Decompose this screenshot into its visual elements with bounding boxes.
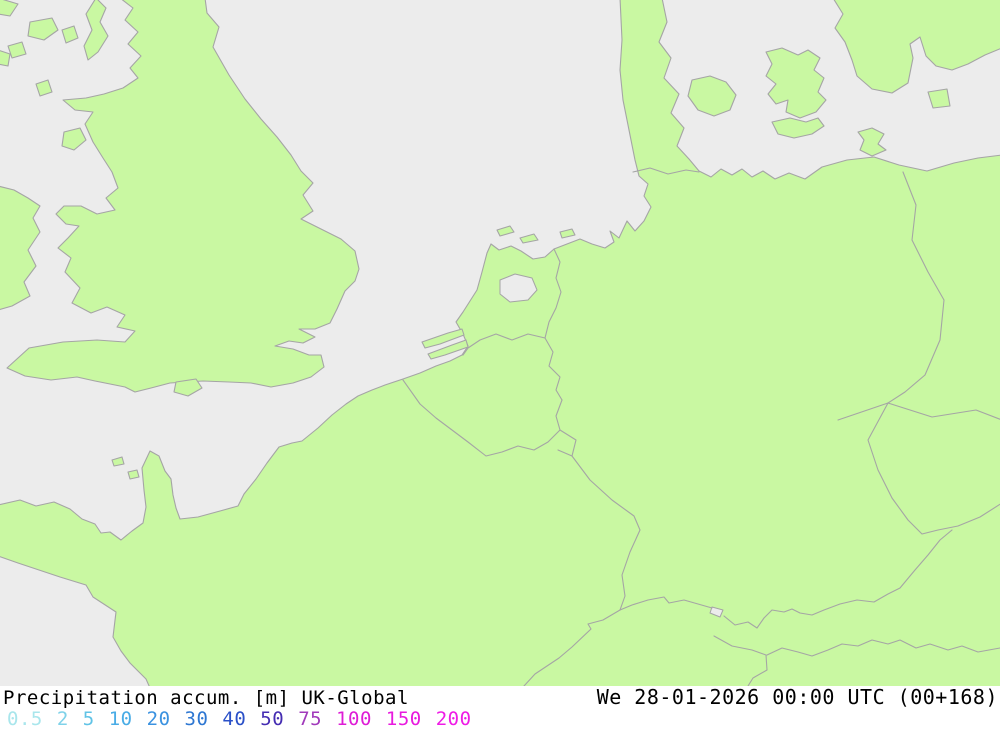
small-island (35, 79, 53, 97)
island-ruegen (857, 127, 887, 157)
legend-scale: 0.5 2 5 10 20 30 40 50 75 100 150 200 (0, 708, 1000, 730)
border-switzerland-austria-italy (713, 635, 768, 686)
legend-value-10: 10 (108, 708, 133, 730)
border-germany-austria (723, 529, 953, 629)
legend-value-40: 40 (222, 708, 247, 730)
border-luxembourg (557, 429, 577, 457)
border-belgium-netherlands (462, 333, 546, 356)
border-czechia (867, 402, 1000, 535)
bodensee-lake (709, 606, 724, 618)
legend-value-200: 200 (435, 708, 472, 730)
frisian-islands (496, 225, 515, 237)
legend-value-100: 100 (336, 708, 372, 730)
zeeland-islands (421, 328, 465, 349)
legend-value-30: 30 (184, 708, 209, 730)
border-belgium-germany (544, 337, 563, 401)
border-denmark-germany (632, 167, 700, 175)
frisian-islands (519, 233, 539, 244)
border-france-germany (571, 455, 641, 611)
border-switzerland-germany (619, 596, 713, 611)
legend-value-50: 50 (260, 708, 285, 730)
landmass-ireland (0, 185, 41, 311)
map-title: Precipitation accum. [m] UK-Global (3, 687, 409, 709)
legend-value-150: 150 (385, 708, 422, 730)
map-canvas (0, 0, 1000, 686)
map-timestamp: We 28-01-2026 00:00 UTC (00+168) (596, 685, 998, 709)
legend-value-5: 5 (82, 708, 95, 730)
landmass-sweden (833, 0, 1000, 94)
landmass-great-britain (6, 0, 360, 393)
channel-islands (127, 469, 140, 480)
kintyre-peninsula (83, 0, 109, 61)
border-austria-italy (766, 639, 1000, 657)
island-funen (687, 75, 737, 117)
small-island (7, 41, 27, 59)
island-moen (927, 88, 951, 109)
precipitation-map (0, 0, 1000, 686)
legend-value-2: 2 (56, 708, 69, 730)
legend-value-75: 75 (298, 708, 323, 730)
isle-of-man (61, 127, 87, 151)
scottish-isles (0, 0, 19, 17)
island-lolland-falster (771, 117, 825, 139)
border-germany-poland (887, 171, 945, 404)
frisian-islands (559, 228, 576, 239)
ijsselmeer-lake (499, 273, 538, 303)
border-netherlands-germany (544, 248, 562, 339)
footer-title-row: Precipitation accum. [m] UK-Global We 28… (0, 685, 1000, 709)
legend-value-20: 20 (146, 708, 171, 730)
island-islay (27, 17, 59, 41)
border-france-switzerland (523, 609, 621, 686)
legend-value-0.5: 0.5 (7, 708, 43, 730)
isle-of-wight (173, 378, 203, 397)
border-germany-czechia-north (837, 402, 1000, 421)
small-island (0, 50, 11, 67)
island-zealand (765, 47, 827, 119)
map-footer: Precipitation accum. [m] UK-Global We 28… (0, 686, 1000, 733)
island-arran (61, 25, 79, 44)
zeeland-islands (427, 339, 469, 360)
landmass-continental-europe (0, 0, 1000, 686)
channel-islands (111, 456, 125, 467)
